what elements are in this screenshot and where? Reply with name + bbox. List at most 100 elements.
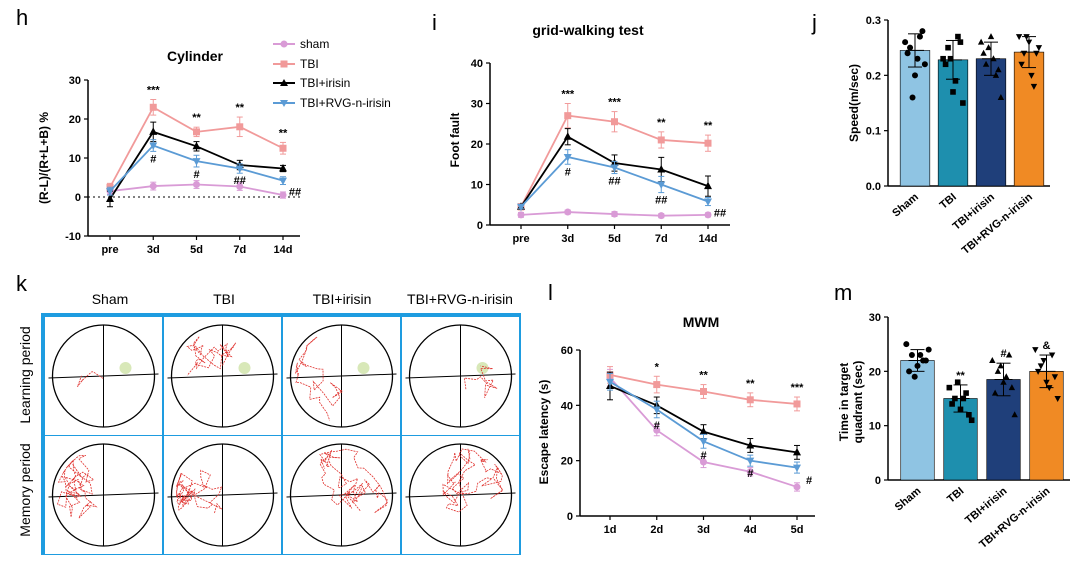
data-point-m [1008,384,1016,391]
x-tick-label-l: 5d [791,524,804,536]
data-point-i-sham [611,210,618,218]
legend: sham TBI TBI+irisin TBI+RVG-n-irisin [273,37,391,110]
significance-mark-h: ** [235,102,244,114]
data-point-j [980,49,987,56]
data-point-i-tbi-irisin [704,181,712,190]
y-tick-label-j: 0.3 [866,15,881,27]
bar-j [975,58,1007,187]
data-point-m [960,395,967,402]
data-point-m [966,412,972,418]
significance-mark-i: ## [714,208,726,220]
maze-row-label-learning: Learning period [17,326,33,423]
data-point-i-tbi [611,118,618,126]
data-point-j [995,66,1002,73]
data-point-j [950,89,956,95]
data-point-j [942,61,949,68]
data-point-j [1025,39,1033,46]
maze-platform [357,362,370,374]
data-point-m [908,352,915,359]
data-point-l-tbi [653,381,661,389]
data-point-h-tbi [149,103,157,111]
data-point-h-tbi-rvg-n-irisin [192,158,201,166]
data-point-l-tbi [793,400,801,408]
data-point-j [1020,50,1028,57]
maze-col-label-tbi-irisin: TBI+irisin [313,291,372,307]
y-axis-label-m-line1: Time in target [837,363,851,441]
maze-swim-path [295,336,344,421]
x-tick-label-m: TBI+RVG-n-irisin [977,485,1052,551]
maze-col-label-tbi-rvg: TBI+RVG-n-irisin [407,291,513,307]
significance-mark-h: ** [279,127,288,139]
x-tick-label-i: 7d [655,233,668,245]
panel-letter-l: l [548,280,553,305]
significance-mark-l: ** [746,378,755,390]
data-point-l-tbi-rvg-n-irisin [746,457,755,466]
data-point-m [1046,385,1053,392]
data-point-i-tbi-rvg-n-irisin [704,198,712,207]
y-tick-label-h: 10 [69,153,81,165]
panel-letter-h: h [16,5,28,30]
y-tick-label-h: 20 [69,114,81,126]
data-point-h-tbi-irisin [149,127,158,135]
data-point-j [1035,45,1043,52]
data-point-l-tbi-irisin [793,447,801,456]
panel-letter-m: m [834,280,852,305]
x-tick-label-h: 7d [233,244,246,256]
data-point-l-sham [700,458,707,466]
data-point-m [1048,352,1056,359]
data-point-m [906,368,913,375]
data-point-m [991,389,999,396]
bar-m [900,360,935,481]
data-point-i-tbi-irisin [657,165,666,173]
data-point-j [1023,34,1030,41]
data-point-j [945,44,951,51]
maze-swim-path [186,336,237,376]
maze-col-label-tbi: TBI [213,291,235,307]
data-point-m [1011,411,1018,418]
x-tick-label-j: TBI+RVG-n-irisin [960,191,1035,257]
data-point-l-sham [746,468,754,476]
significance-mark-h: ## [234,175,246,187]
y-tick-label-m: 10 [869,421,881,433]
x-tick-label-l: 1d [604,524,617,536]
significance-mark-i: *** [561,89,575,101]
data-point-j [1030,83,1038,90]
significance-mark-l: ** [699,370,708,382]
data-point-i-tbi [657,136,665,144]
data-point-j [904,50,911,57]
x-tick-label-m: Sham [893,485,924,514]
data-point-j [902,39,909,46]
data-point-h-sham [149,182,157,190]
legend-item-tbi: TBI [273,57,319,71]
significance-mark-h: ** [192,112,201,124]
data-point-j [919,28,926,35]
y-tick-label-i: 20 [471,139,483,151]
maze-cells [45,317,519,554]
data-point-m [1037,363,1045,370]
data-point-m [914,362,921,369]
maze-swim-path [77,371,104,388]
data-point-j [957,39,964,45]
data-point-m [1051,374,1059,381]
data-point-h-tbi [236,123,244,131]
y-tick-label-l: 40 [561,400,573,412]
data-point-m [954,379,961,385]
x-tick-label-h: 5d [190,244,203,256]
data-point-j [960,100,966,106]
y-tick-label-h: -10 [65,231,81,243]
significance-mark-l: # [747,468,753,480]
significance-mark-l: # [806,475,812,487]
data-point-j [952,78,959,84]
data-point-m [989,356,996,363]
data-point-i-tbi [704,139,712,147]
x-tick-label-m: TBI [945,485,966,506]
data-point-j [912,72,918,79]
data-point-j [955,33,961,40]
data-point-m [1032,347,1039,354]
significance-mark-m: # [1000,348,1006,360]
data-point-h-tbi-irisin [192,141,201,150]
data-point-m [968,417,975,424]
y-tick-label-l: 0 [567,511,573,523]
data-point-m [957,406,964,413]
data-point-m [952,395,958,402]
